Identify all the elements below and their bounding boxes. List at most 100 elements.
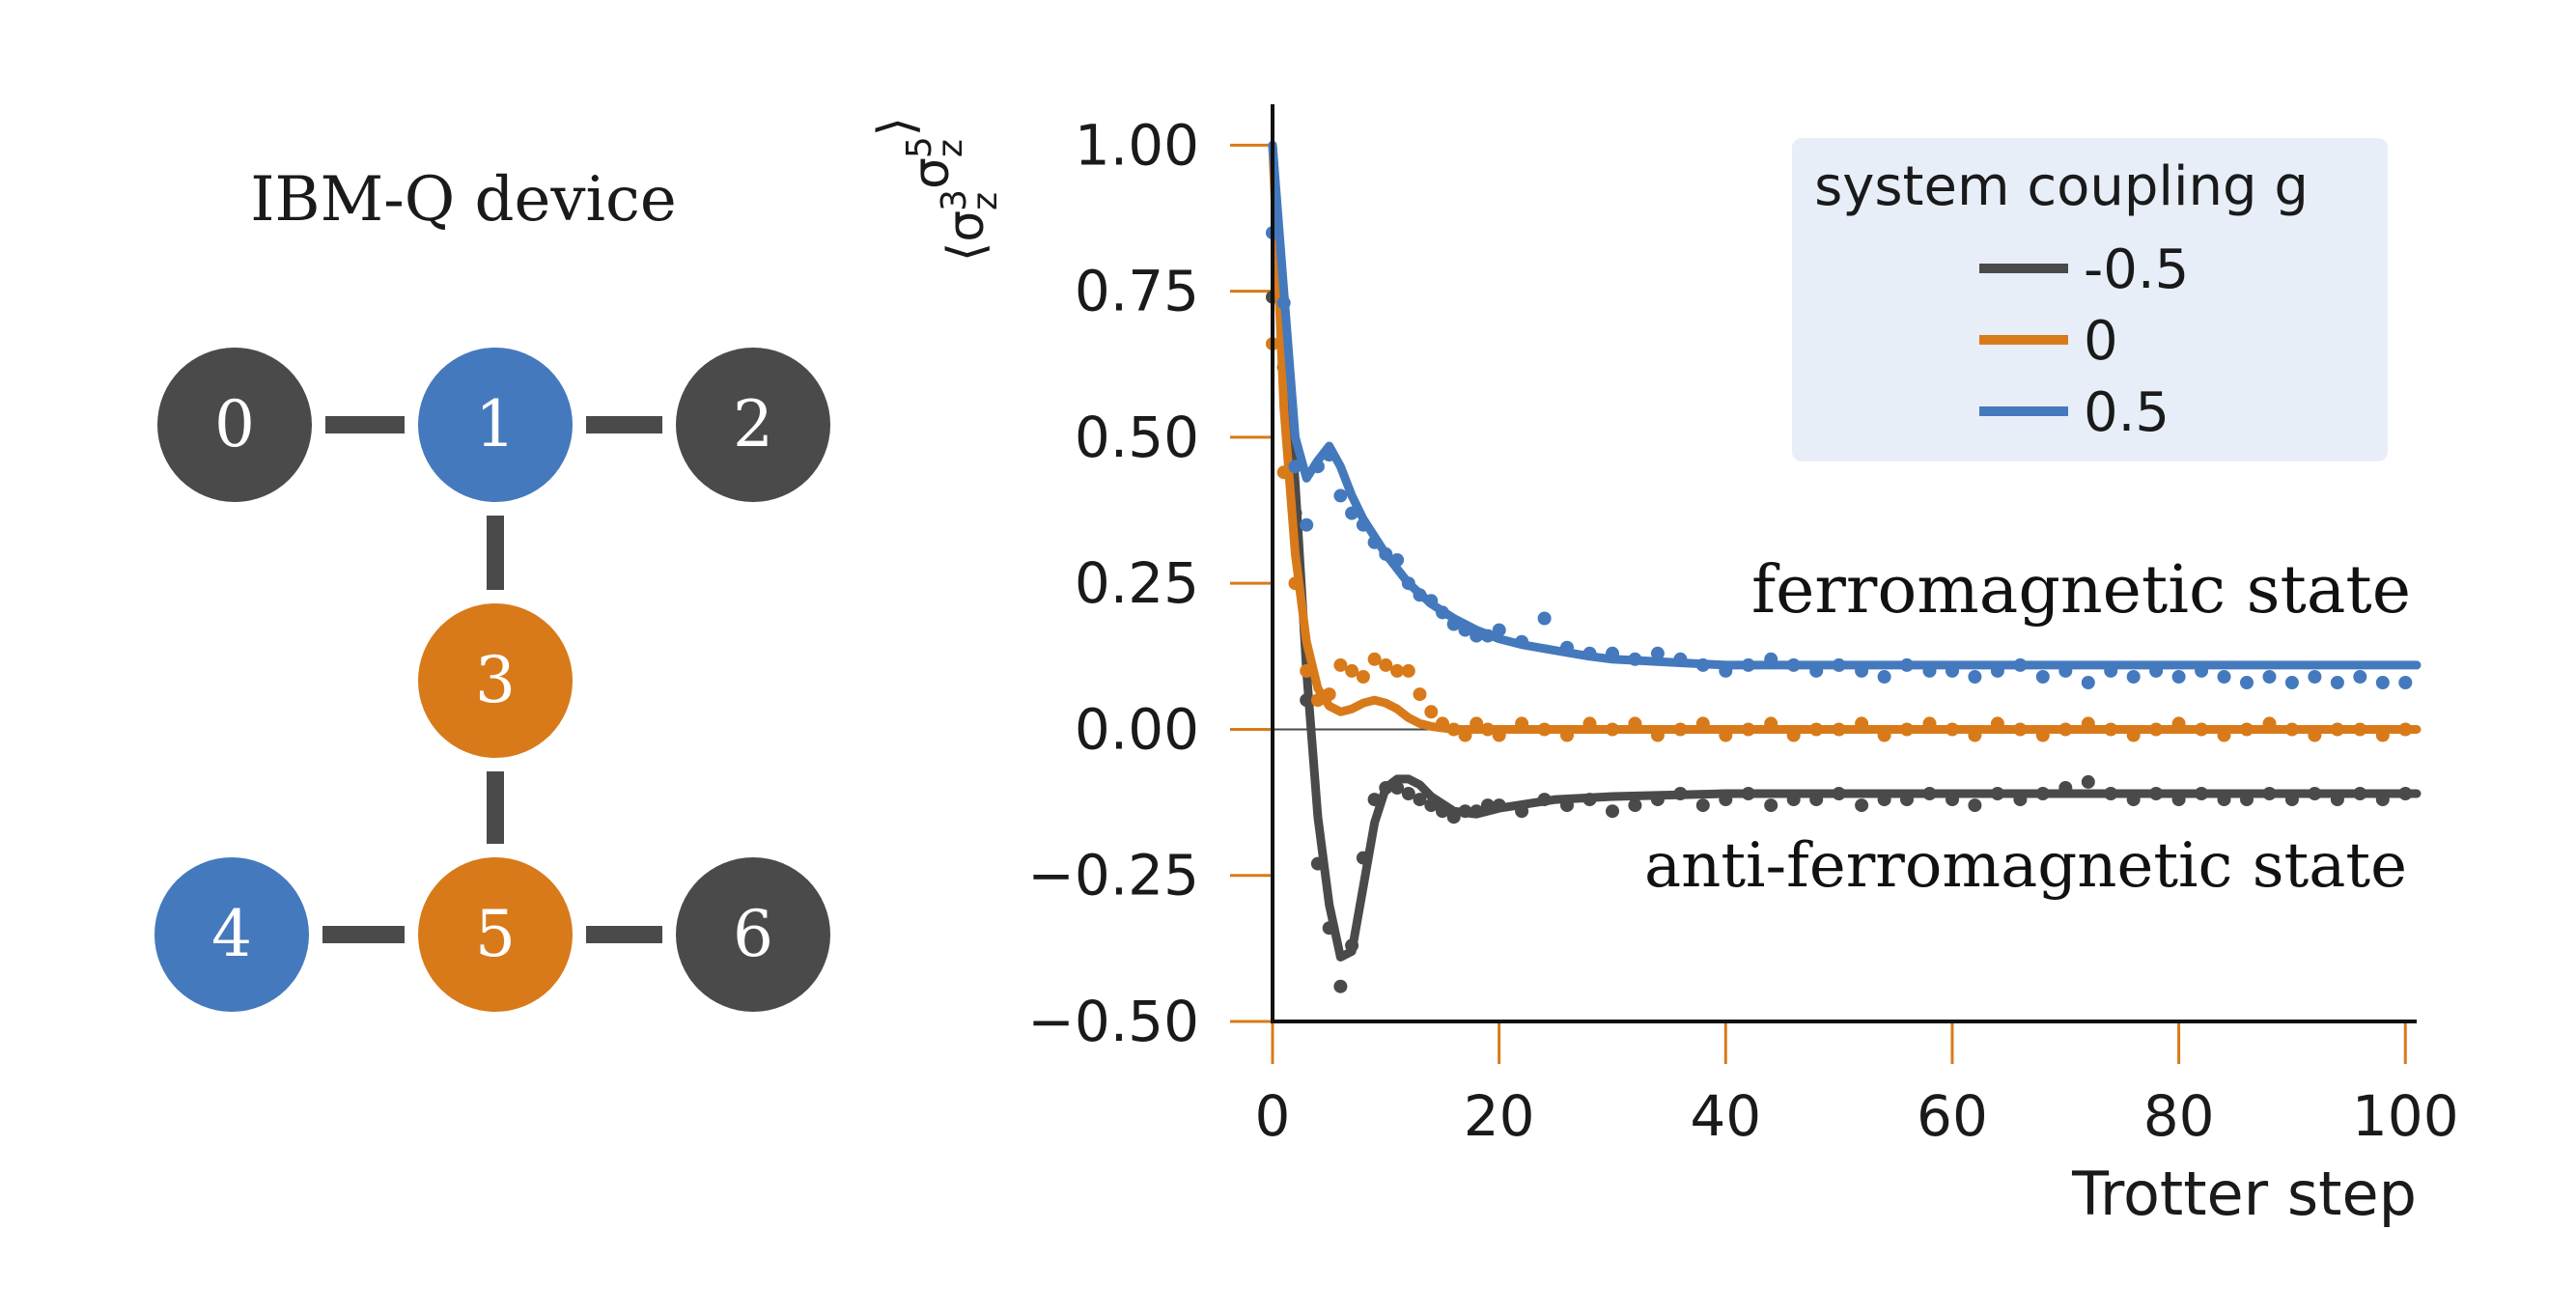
- data-point: [1345, 938, 1359, 953]
- data-point: [2126, 793, 2141, 807]
- data-point: [1855, 798, 1869, 813]
- y-tick-label: 1.00: [1075, 112, 1199, 178]
- qubit-nodes: 0 1 2 3 4 5 6: [154, 348, 830, 1012]
- data-point: [1356, 670, 1370, 684]
- x-tick-label: 60: [1917, 1083, 1988, 1149]
- data-point: [2284, 722, 2299, 737]
- data-point: [1582, 646, 1597, 660]
- data-point: [1276, 295, 1291, 310]
- series-0: [1266, 140, 2422, 742]
- data-point: [2195, 787, 2209, 800]
- data-point: [1276, 465, 1291, 480]
- data-point: [1310, 460, 1325, 474]
- data-point: [2398, 722, 2413, 737]
- data-point: [1379, 781, 1393, 795]
- data-point: [1413, 588, 1427, 602]
- data-point: [1786, 728, 1801, 742]
- data-point: [2262, 716, 2277, 731]
- data-point: [1390, 781, 1405, 795]
- data-point: [1345, 663, 1359, 678]
- data-point: [1900, 657, 1914, 672]
- data-point: [1322, 448, 1336, 462]
- data-point: [1492, 728, 1506, 742]
- legend-title: system coupling g: [1814, 155, 2309, 218]
- data-point: [1436, 605, 1449, 620]
- data-point: [2171, 670, 2186, 684]
- legend-label: 0.5: [2084, 381, 2170, 444]
- data-point: [2262, 670, 2277, 684]
- device-panel: IBM-Q device 0 1 2 3 4 5 6: [154, 164, 830, 1012]
- x-tick-label: 0: [1255, 1083, 1291, 1149]
- data-point: [2081, 716, 2095, 731]
- series-0.5: [1266, 140, 2422, 689]
- x-tick-label: 80: [2143, 1083, 2215, 1149]
- data-point: [2035, 728, 2050, 742]
- data-point: [1809, 722, 1824, 737]
- legend-label: -0.5: [2084, 238, 2189, 301]
- data-point: [1480, 629, 1495, 643]
- data-point: [2284, 676, 2299, 689]
- data-point: [2104, 722, 2118, 737]
- data-point: [1990, 716, 2004, 731]
- annotation-ferromagnetic: ferromagnetic state: [1751, 552, 2411, 629]
- data-point: [2308, 787, 2322, 800]
- data-point: [2217, 670, 2231, 684]
- y-tick-label: 0.25: [1075, 550, 1199, 616]
- data-point: [1300, 693, 1314, 708]
- data-point: [1832, 657, 1846, 672]
- data-point: [1832, 787, 1846, 800]
- data-point: [1537, 611, 1552, 626]
- data-point: [1345, 506, 1359, 520]
- data-point: [1695, 657, 1710, 672]
- data-point: [1379, 546, 1393, 561]
- data-point: [1968, 728, 1982, 742]
- data-point: [1968, 798, 1982, 813]
- data-point: [1492, 623, 1506, 637]
- data-point: [2330, 722, 2344, 737]
- data-point: [1333, 489, 1348, 503]
- coupling-edges: [322, 416, 662, 943]
- data-point: [1424, 594, 1439, 608]
- data-point: [1606, 722, 1619, 737]
- annotation-anti-ferromagnetic: anti-ferromagnetic state: [1644, 830, 2407, 902]
- qubit-node-4: [154, 857, 309, 1012]
- data-point: [1968, 670, 1982, 684]
- qubit-label-5: 5: [475, 897, 516, 971]
- data-point: [1900, 722, 1914, 737]
- qubit-label-0: 0: [214, 387, 255, 461]
- data-point: [1390, 553, 1405, 567]
- data-point: [2217, 728, 2231, 742]
- data-point: [1446, 722, 1461, 737]
- series-line: [1268, 140, 2422, 734]
- x-tick-label: 20: [1464, 1083, 1535, 1149]
- data-point: [1764, 798, 1778, 813]
- y-tick-label: 0.50: [1075, 405, 1199, 470]
- data-point: [1786, 657, 1801, 672]
- data-point: [1356, 517, 1370, 532]
- qubit-label-6: 6: [733, 897, 773, 971]
- data-point: [2195, 722, 2209, 737]
- data-point: [2195, 663, 2209, 678]
- data-point: [2353, 722, 2367, 737]
- data-point: [1832, 722, 1846, 737]
- series--0.5: [1266, 140, 2422, 993]
- y-axis-ticks: 1.00 0.75 0.50 0.25 0.00 −0.25 −0.50: [1027, 112, 1273, 1054]
- data-point: [1855, 716, 1869, 731]
- data-point: [2398, 676, 2413, 689]
- data-point: [1424, 705, 1439, 719]
- data-point: [1288, 576, 1302, 591]
- data-point: [1922, 787, 1937, 800]
- data-point: [1322, 921, 1336, 936]
- data-point: [1673, 722, 1688, 737]
- y-axis-label: ⟨σz3σz5⟩: [868, 117, 1005, 262]
- data-point: [2081, 676, 2095, 689]
- y-tick-label: 0.00: [1075, 696, 1199, 762]
- data-point: [1300, 517, 1314, 532]
- data-point: [1436, 716, 1449, 731]
- data-point: [1877, 793, 1891, 807]
- qubit-node-6: [676, 857, 830, 1012]
- data-point: [1537, 722, 1552, 737]
- data-point: [1310, 693, 1325, 708]
- qubit-node-1: [418, 348, 573, 502]
